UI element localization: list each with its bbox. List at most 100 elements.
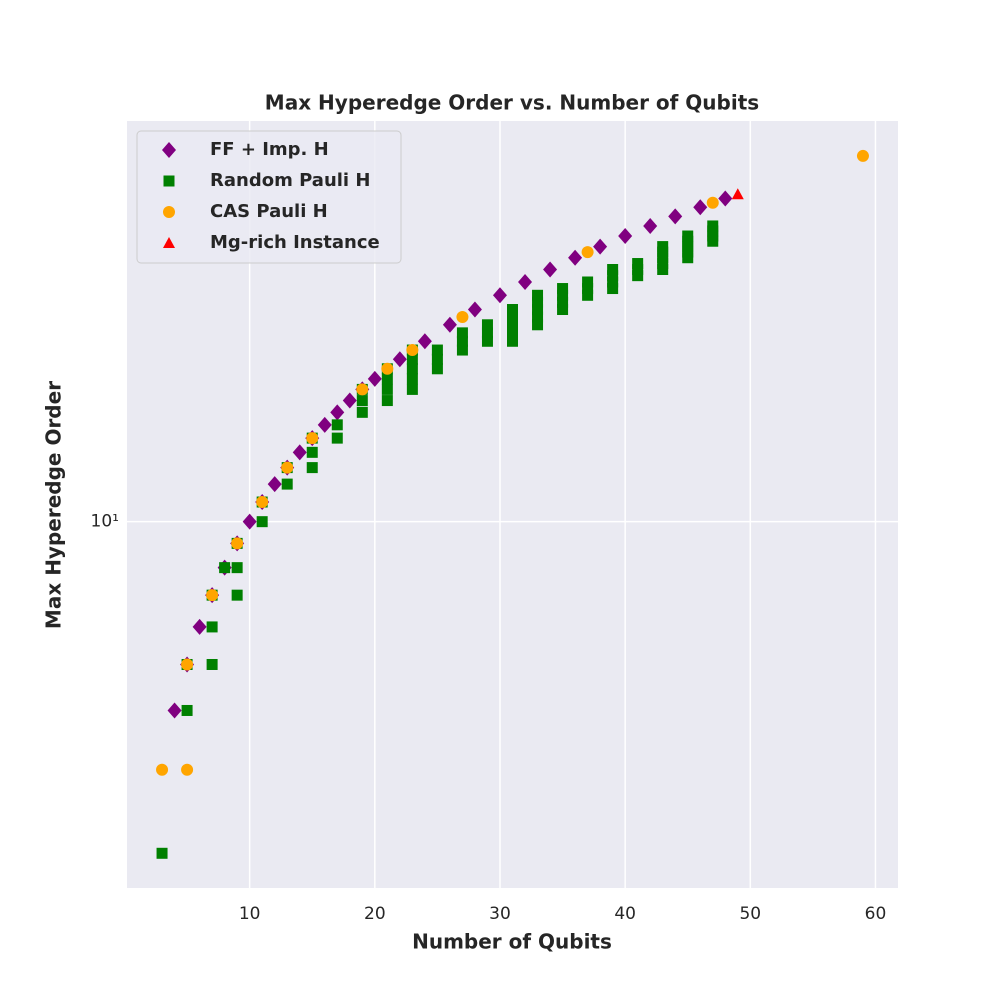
square-point [582, 289, 594, 301]
square-point [331, 432, 343, 444]
square-point [607, 276, 619, 288]
circle-point [406, 344, 419, 357]
diamond-point [242, 513, 257, 530]
square-point [331, 419, 343, 431]
legend-label: CAS Pauli H [210, 201, 328, 222]
square-point [557, 296, 569, 308]
square-point [381, 373, 393, 385]
square-point [532, 319, 544, 331]
square-point [231, 589, 243, 601]
square-point [557, 304, 569, 316]
square-point [607, 283, 619, 295]
square-point [481, 319, 493, 331]
square-point [507, 319, 518, 331]
square-point [181, 704, 193, 716]
square-point [431, 344, 443, 356]
square-point [219, 562, 231, 574]
legend: FF + Imp. H Random Pauli H CAS Pauli H Mg-r… [136, 130, 402, 264]
diamond-point [492, 287, 507, 304]
square-point [456, 344, 468, 356]
square-point [206, 658, 218, 670]
square-point [707, 220, 719, 232]
x-tick-label: 30 [489, 904, 511, 924]
circle-point [163, 206, 175, 218]
diamond-point [442, 316, 457, 333]
square-point [256, 516, 268, 528]
diamond-point [668, 208, 683, 225]
x-tick-label: 40 [614, 904, 636, 924]
circle-point [306, 432, 319, 445]
y-tick-label: 10¹ [91, 512, 119, 532]
diamond-point [167, 702, 182, 719]
square-point [532, 304, 544, 316]
square-point [632, 258, 644, 270]
circle-point [706, 196, 719, 209]
legend-label: Mg-rich Instance [210, 232, 380, 253]
square-point [682, 230, 694, 242]
diamond-point [593, 238, 608, 255]
square-point [231, 562, 243, 574]
circle-point [156, 763, 169, 776]
square-point [381, 383, 393, 395]
x-tick-label: 10 [239, 904, 261, 924]
square-point [507, 335, 518, 347]
square-point [356, 406, 368, 418]
square-point [156, 847, 168, 859]
circle-point [181, 658, 194, 671]
diamond-point [518, 273, 533, 290]
square-point [607, 270, 619, 282]
x-axis-label: Number of Qubits [412, 930, 612, 954]
square-point [632, 270, 644, 282]
circle-point [181, 763, 194, 776]
square-point [406, 373, 418, 385]
circle-point [381, 362, 394, 375]
circle-point [256, 496, 269, 509]
square-point [281, 478, 293, 490]
square-point [657, 264, 669, 276]
diamond-point [568, 249, 583, 266]
triangle-point [731, 188, 744, 200]
circle-point [231, 537, 244, 550]
diamond-point [342, 392, 357, 409]
diamond-point [317, 416, 332, 433]
diamond-point [718, 190, 733, 207]
square-point [657, 258, 669, 270]
square-point [507, 304, 518, 316]
circle-point [356, 383, 369, 396]
diamond-point [693, 199, 708, 216]
diamond-point [467, 301, 482, 318]
square-point [682, 252, 694, 264]
square-point [456, 335, 468, 347]
diamond-point [618, 228, 633, 245]
square-point [582, 283, 594, 295]
square-point [481, 335, 493, 347]
square-point [507, 327, 518, 339]
diamond-point [543, 261, 558, 278]
square-point [163, 175, 175, 187]
square-point [557, 289, 569, 301]
diamond-point [292, 444, 307, 461]
square-point [456, 327, 468, 339]
square-point [406, 383, 418, 395]
square-point [582, 276, 594, 288]
circle-point [856, 149, 869, 162]
diamond-point [162, 142, 176, 158]
circle-point [581, 246, 594, 259]
square-point [657, 241, 669, 253]
square-point [306, 462, 318, 474]
x-tick-label: 60 [865, 904, 887, 924]
square-point [607, 264, 619, 276]
diamond-point [330, 404, 345, 421]
square-point [532, 289, 544, 301]
square-point [206, 621, 218, 633]
triangle-point [163, 237, 175, 248]
square-point [356, 395, 368, 407]
square-point [306, 446, 318, 458]
chart-title: Max Hyperedge Order vs. Number of Qubits [265, 91, 759, 115]
x-tick-label: 20 [364, 904, 386, 924]
square-point [406, 353, 418, 365]
diamond-point [643, 217, 658, 234]
diamond-point [267, 476, 282, 493]
circle-point [456, 311, 469, 324]
